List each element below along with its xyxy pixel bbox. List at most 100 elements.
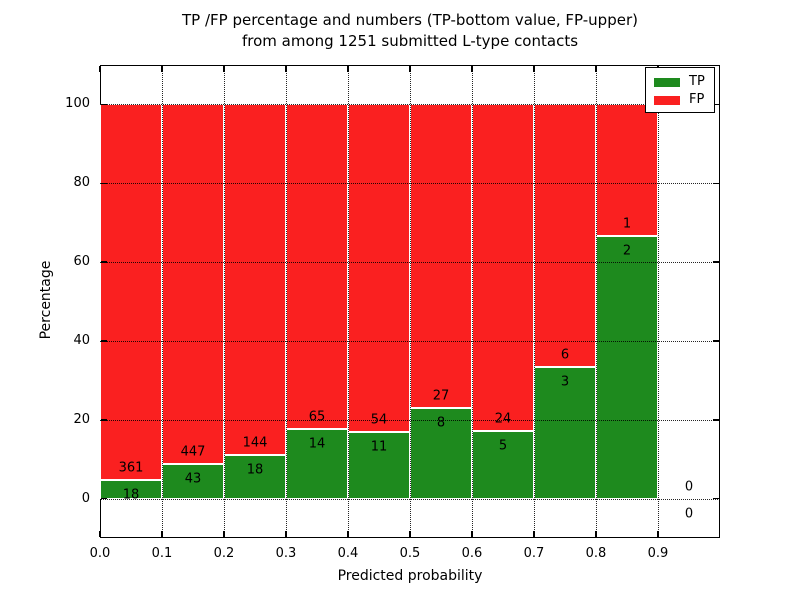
bar-tp-segment <box>162 463 224 499</box>
x-tick <box>223 66 225 72</box>
y-tick-label: 100 <box>65 96 90 112</box>
x-tick-label: 0.0 <box>89 546 111 561</box>
grid-line-x <box>224 65 225 538</box>
y-tick <box>101 419 107 421</box>
x-tick-label: 0.7 <box>523 546 545 561</box>
x-tick <box>161 66 163 72</box>
x-tick <box>285 66 287 72</box>
fp-count-label: 0 <box>684 479 694 495</box>
fp-count-label: 144 <box>242 435 268 451</box>
grid-line-x <box>410 65 411 538</box>
bar-fp-segment <box>162 104 224 464</box>
y-tick <box>713 419 719 421</box>
tp-count-label: 8 <box>436 415 446 431</box>
x-tick <box>471 531 473 537</box>
x-tick <box>657 531 659 537</box>
grid-line-x <box>596 65 597 538</box>
fp-count-label: 24 <box>494 411 512 427</box>
y-tick <box>101 261 107 263</box>
y-tick <box>713 103 719 106</box>
fp-count-label: 27 <box>432 388 450 404</box>
fp-count-label: 6 <box>560 347 570 363</box>
x-tick-label: 0.4 <box>337 546 359 561</box>
grid-line-x <box>472 65 473 538</box>
x-tick <box>99 531 101 537</box>
bar-tp-segment <box>100 479 162 499</box>
y-tick <box>101 340 107 342</box>
x-tick <box>223 531 225 537</box>
x-tick <box>533 66 535 72</box>
bar-fp-segment <box>534 104 596 368</box>
x-tick-label: 0.1 <box>151 546 173 561</box>
legend-label-fp: FP <box>689 92 705 107</box>
y-tick-label: 60 <box>73 254 90 270</box>
x-tick <box>471 66 473 72</box>
x-tick <box>595 531 597 537</box>
x-tick <box>595 66 597 72</box>
y-tick <box>713 182 719 184</box>
x-tick-label: 0.3 <box>275 546 297 561</box>
bar-fp-segment <box>100 104 162 480</box>
bar-fp-segment <box>286 104 348 429</box>
bar-tp-segment <box>472 430 534 499</box>
fp-count-label: 65 <box>308 409 326 425</box>
x-tick <box>409 531 411 537</box>
tp-count-label: 43 <box>184 471 202 487</box>
y-tick <box>101 497 107 500</box>
grid-line-x <box>348 65 349 538</box>
x-tick <box>285 531 287 537</box>
x-tick <box>161 531 163 537</box>
fp-count-label: 361 <box>118 460 144 476</box>
y-tick <box>713 340 719 342</box>
x-tick <box>347 66 349 72</box>
x-tick <box>347 531 349 537</box>
bar-fp-segment <box>224 104 286 455</box>
legend-item-tp: TP <box>654 73 714 91</box>
chart-title-line1: TP /FP percentage and numbers (TP-bottom… <box>182 11 638 29</box>
bar-tp-segment <box>286 428 348 499</box>
x-tick-label: 0.8 <box>585 546 607 561</box>
bar-fp-segment <box>410 104 472 409</box>
x-tick <box>409 66 411 72</box>
bar-fp-segment <box>348 104 410 432</box>
tp-count-label: 14 <box>308 436 326 452</box>
grid-line-x <box>534 65 535 538</box>
grid-line-x <box>658 65 659 538</box>
legend-label-tp: TP <box>689 74 705 89</box>
y-tick-label: 0 <box>81 490 90 506</box>
x-tick-label: 0.5 <box>399 546 421 561</box>
bar-fp-segment <box>472 104 534 431</box>
legend-item-fp: FP <box>654 91 714 109</box>
x-tick-label: 0.2 <box>213 546 235 561</box>
fp-count-label: 54 <box>370 412 388 428</box>
y-tick-label: 20 <box>73 411 90 427</box>
grid-line-x <box>286 65 287 538</box>
tp-count-label: 3 <box>560 374 570 390</box>
bar-tp-segment <box>596 235 658 499</box>
bar-tp-segment <box>348 431 410 499</box>
y-tick <box>101 103 107 106</box>
x-tick-label: 0.6 <box>461 546 483 561</box>
fp-count-label: 1 <box>622 216 632 232</box>
y-tick <box>713 261 719 263</box>
fp-legend-swatch-icon <box>654 95 680 105</box>
chart-title-line2: from among 1251 submitted L-type contact… <box>241 32 579 50</box>
tp-legend-swatch-icon <box>654 77 680 87</box>
tp-count-label: 18 <box>122 487 140 503</box>
bar-tp-segment <box>224 454 286 499</box>
tp-count-label: 5 <box>498 438 508 454</box>
tp-count-label: 0 <box>684 506 694 522</box>
legend: TP FP <box>645 67 715 113</box>
tp-count-label: 2 <box>622 243 632 259</box>
tp-count-label: 11 <box>370 439 388 455</box>
bar-tp-segment <box>410 408 472 499</box>
y-tick-label: 40 <box>73 332 90 348</box>
grid-line-x <box>162 65 163 538</box>
x-tick-label: 0.9 <box>647 546 669 561</box>
x-tick <box>533 531 535 537</box>
x-tick <box>99 66 101 72</box>
fp-count-label: 447 <box>180 444 206 460</box>
x-axis-label: Predicted probability <box>337 568 483 584</box>
